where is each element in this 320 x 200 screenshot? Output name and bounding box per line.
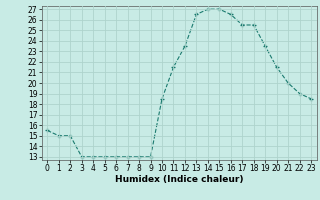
- X-axis label: Humidex (Indice chaleur): Humidex (Indice chaleur): [115, 175, 244, 184]
